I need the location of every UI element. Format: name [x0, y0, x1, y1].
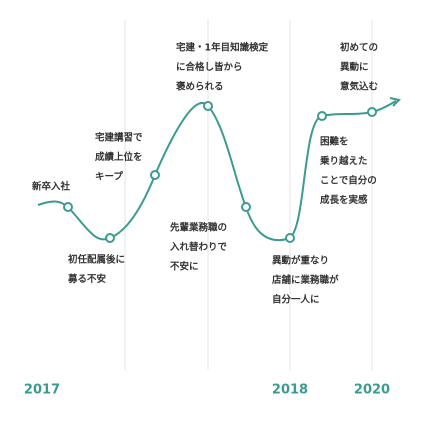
- event-label: 異動に: [340, 61, 369, 73]
- point: [285, 233, 295, 243]
- point: [317, 111, 327, 121]
- point: [241, 202, 251, 212]
- curve: [37, 100, 397, 242]
- year-label: 2020: [354, 383, 390, 398]
- event-label: 不安に: [170, 261, 199, 273]
- event-label: 困難を: [320, 136, 349, 148]
- event-label: 募る不安: [67, 273, 107, 285]
- event-label: 宅建講習で: [95, 132, 143, 144]
- arrow-head: [389, 97, 401, 107]
- event-label: 先輩業務職の: [170, 222, 227, 234]
- event-label: 成長を実感: [320, 194, 368, 206]
- point: [63, 202, 73, 212]
- event-label: 宅建・1年目知識検定: [176, 42, 269, 54]
- event-label: 入れ替わりで: [169, 241, 228, 253]
- event-label: 初任配属後に: [68, 254, 125, 266]
- event-label: 自分一人に: [272, 294, 320, 306]
- event-label: 新卒入社: [32, 181, 71, 193]
- event-label: 褒められる: [175, 81, 224, 93]
- event-label: 異動が重なり: [272, 255, 329, 267]
- point: [105, 233, 115, 243]
- event-label: 意気込む: [340, 81, 379, 93]
- event-label: に合格し皆から: [176, 61, 243, 73]
- point: [150, 170, 160, 180]
- event-label: 成績上位を: [95, 151, 143, 163]
- event-label: 店舗に業務職が: [272, 274, 339, 286]
- point: [367, 107, 377, 117]
- year-label: 2018: [272, 383, 308, 398]
- event-label: キープ: [95, 171, 123, 183]
- years: 2017 2018 2020: [24, 383, 390, 398]
- event-label: ことで自分の: [320, 175, 377, 187]
- event-label: 乗り越えた: [320, 155, 368, 167]
- guides: [124, 20, 373, 370]
- year-label: 2017: [24, 383, 60, 398]
- points: [63, 101, 377, 243]
- point: [203, 101, 213, 111]
- event-label: 初めての: [340, 42, 378, 54]
